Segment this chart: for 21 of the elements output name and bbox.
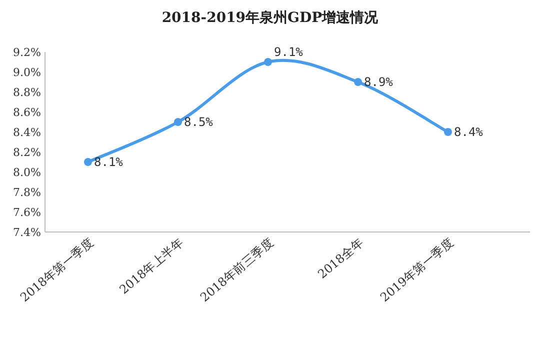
point [264,58,272,66]
y-tick-label: 7.8% [13,186,41,199]
y-tick-label: 8.4% [13,126,41,139]
y-tick-label: 8.0% [13,166,41,179]
y-tick-label: 9.0% [13,66,41,79]
point [354,78,362,86]
data-label: 8.4% [454,125,484,139]
y-tick-label: 7.6% [13,206,41,219]
y-tick-label: 8.2% [13,146,41,159]
y-tick-label: 8.6% [13,106,41,119]
data-label: 9.1% [274,45,304,59]
y-tick-label: 8.8% [13,86,41,99]
point [84,158,92,166]
y-tick-label: 9.2% [13,46,41,59]
point [174,118,182,126]
y-tick-label: 7.4% [13,226,41,239]
data-label: 8.9% [364,75,394,89]
data-label: 8.1% [94,155,124,169]
point [444,128,452,136]
chart-title: 2018-2019年泉州GDP增速情况 [162,10,380,26]
data-label: 8.5% [184,115,214,129]
